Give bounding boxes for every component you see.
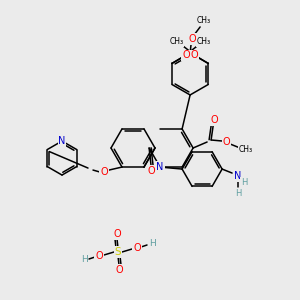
Text: CH₃: CH₃ [169,37,183,46]
Text: O: O [147,166,155,176]
Text: H: H [81,256,87,265]
Text: H: H [241,178,247,187]
Text: O: O [95,251,103,261]
Text: O: O [113,229,121,239]
Text: O: O [115,265,123,275]
Text: O: O [222,137,230,147]
Text: N: N [58,136,66,146]
Text: CH₃: CH₃ [239,146,253,154]
Text: S: S [115,247,121,257]
Text: O: O [210,115,218,125]
Text: N: N [234,171,242,181]
Text: H: H [148,239,155,248]
Text: O: O [133,243,141,253]
Text: CH₃: CH₃ [197,37,211,46]
Text: O: O [190,50,198,60]
Text: N: N [156,162,164,172]
Text: O: O [100,167,108,177]
Text: CH₃: CH₃ [197,16,211,26]
Text: O: O [182,50,190,60]
Text: H: H [235,189,241,198]
Text: O: O [188,34,196,44]
